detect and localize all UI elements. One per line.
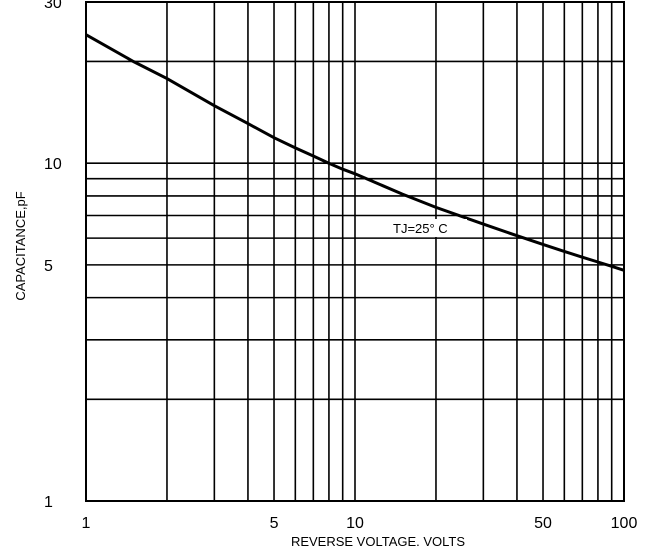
y-tick-label: 10	[44, 156, 62, 173]
capacitance-curve	[85, 33, 625, 272]
annotation-label: TJ=25° C	[393, 221, 448, 236]
y-axis-label: CAPACITANCE,pF	[13, 191, 28, 300]
x-tick-label: 5	[270, 515, 279, 532]
y-tick-label: 30	[44, 0, 62, 12]
x-tick-label: 100	[611, 515, 638, 532]
annotation-background	[391, 219, 467, 237]
x-tick-label: 50	[534, 515, 552, 532]
tick-labels: 1 5 10 50 100 1 5 10 30	[44, 0, 637, 532]
x-tick-label: 1	[82, 515, 91, 532]
y-tick-label: 1	[44, 494, 53, 511]
grid	[85, 1, 625, 502]
x-axis-label: REVERSE VOLTAGE. VOLTS	[291, 534, 465, 549]
x-tick-label: 10	[346, 515, 364, 532]
y-tick-label: 5	[44, 258, 53, 275]
plot-frame	[85, 1, 625, 502]
annotation: TJ=25° C	[391, 219, 467, 237]
